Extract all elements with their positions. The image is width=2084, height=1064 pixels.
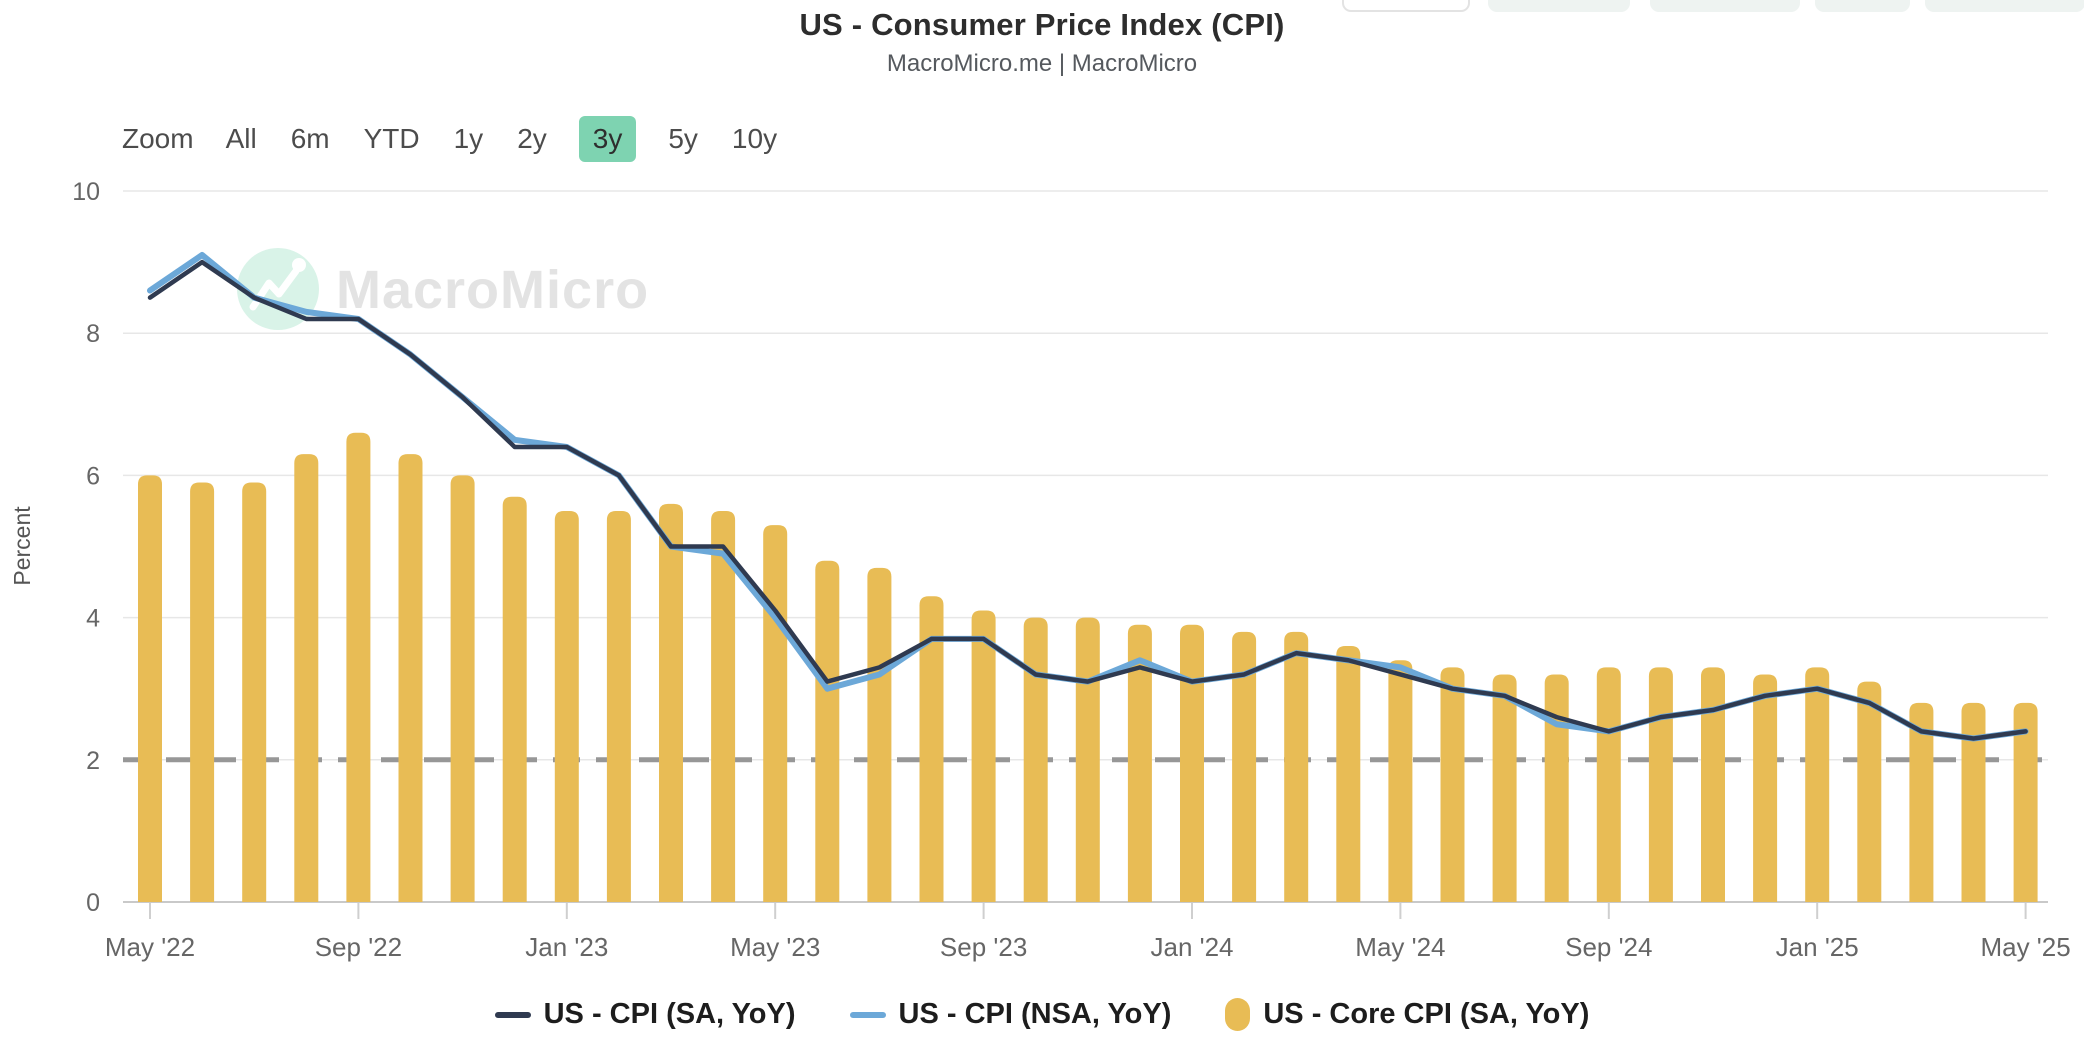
legend-bar-swatch-icon xyxy=(1225,998,1251,1031)
bar-core-cpi[interactable] xyxy=(971,610,996,902)
bar-core-cpi[interactable] xyxy=(1909,702,1934,902)
watermark-text: MacroMicro xyxy=(336,260,649,320)
y-tick-label: 8 xyxy=(86,320,100,348)
x-tick-label: May '22 xyxy=(105,932,195,962)
zoom-range-6m[interactable]: 6m xyxy=(290,123,330,154)
bar-core-cpi[interactable] xyxy=(1440,667,1465,902)
bar-core-cpi[interactable] xyxy=(502,496,527,902)
clipped-button-1[interactable] xyxy=(1342,0,1470,12)
bar-core-cpi[interactable] xyxy=(815,560,840,902)
y-tick-label: 10 xyxy=(72,178,100,206)
x-tick-label: Jan '23 xyxy=(525,932,608,962)
clipped-button-2[interactable] xyxy=(1488,0,1630,12)
bar-core-cpi[interactable] xyxy=(346,432,371,902)
legend-item-cpi-sa[interactable]: US - CPI (SA, YoY) xyxy=(494,998,796,1031)
clipped-button-3[interactable] xyxy=(1650,0,1800,12)
bar-core-cpi[interactable] xyxy=(867,567,892,902)
bar-core-cpi[interactable] xyxy=(1023,617,1048,902)
bar-core-cpi[interactable] xyxy=(398,454,423,902)
legend-item-core-cpi[interactable]: US - Core CPI (SA, YoY) xyxy=(1225,998,1589,1031)
x-tick-label: Sep '24 xyxy=(1565,932,1652,962)
bar-core-cpi[interactable] xyxy=(1961,702,1986,902)
y-tick-label: 6 xyxy=(86,462,100,490)
zoom-range-3y[interactable]: 3y xyxy=(578,116,637,162)
bar-core-cpi[interactable] xyxy=(1857,681,1882,902)
bar-core-cpi[interactable] xyxy=(138,475,162,902)
y-tick-label: 4 xyxy=(86,605,100,633)
bar-core-cpi[interactable] xyxy=(190,482,215,902)
zoom-range-5y[interactable]: 5y xyxy=(668,123,698,154)
line-cpi-sa[interactable] xyxy=(147,259,2028,741)
bar-core-cpi[interactable] xyxy=(1075,617,1100,902)
page-title: US - Consumer Price Index (CPI) xyxy=(799,7,1285,42)
bar-core-cpi[interactable] xyxy=(1805,667,1830,902)
clipped-button-4[interactable] xyxy=(1815,0,1910,12)
zoom-toolbar: Zoom All 6m YTD 1y 2y 3y 5y 10y xyxy=(122,116,779,162)
bar-core-cpi[interactable] xyxy=(294,454,319,902)
bar-core-cpi[interactable] xyxy=(1492,674,1517,902)
bar-core-cpi[interactable] xyxy=(1648,667,1673,902)
bar-core-cpi[interactable] xyxy=(1544,674,1569,902)
bar-core-cpi[interactable] xyxy=(1701,667,1725,902)
x-tick-label: Sep '22 xyxy=(315,932,402,962)
legend-item-label: US - CPI (NSA, YoY) xyxy=(898,998,1172,1030)
zoom-toolbar-ranges: All 6m YTD 1y 2y 3y 5y 10y xyxy=(224,116,780,162)
bar-core-cpi[interactable] xyxy=(711,510,736,902)
bar-core-cpi[interactable] xyxy=(659,503,683,902)
watermark: MacroMicro xyxy=(237,248,649,330)
bar-core-cpi[interactable] xyxy=(1336,646,1361,902)
legend: US - CPI (SA, YoY) US - CPI (NSA, YoY) US … xyxy=(0,998,2084,1031)
x-tick-label: Jan '25 xyxy=(1776,932,1859,962)
page-subtitle: MacroMicro.me | MacroMicro xyxy=(886,50,1198,77)
y-axis-title: Percent xyxy=(9,506,35,586)
zoom-range-all[interactable]: All xyxy=(225,123,257,154)
x-tick-label: Jan '24 xyxy=(1150,932,1233,962)
bar-core-cpi[interactable] xyxy=(1388,660,1413,902)
zoom-range-1y[interactable]: 1y xyxy=(453,123,484,154)
legend-line-swatch-icon xyxy=(849,1011,886,1018)
bar-core-cpi[interactable] xyxy=(1753,674,1778,902)
bar-core-cpi[interactable] xyxy=(2013,702,2038,902)
zoom-range-ytd[interactable]: YTD xyxy=(363,123,420,154)
clipped-button-5[interactable] xyxy=(1925,0,2084,12)
zoom-label: Zoom xyxy=(122,123,194,154)
legend-item-label: US - CPI (SA, YoY) xyxy=(543,998,796,1030)
bar-core-cpi[interactable] xyxy=(763,525,788,902)
watermark-logo-icon xyxy=(249,267,300,311)
bar-core-cpi[interactable] xyxy=(1284,631,1309,902)
legend-line-swatch-icon xyxy=(494,1011,531,1018)
zoom-range-10y[interactable]: 10y xyxy=(731,123,778,154)
bar-core-cpi[interactable] xyxy=(1180,624,1204,902)
bar-core-cpi[interactable] xyxy=(242,482,267,902)
bar-core-cpi[interactable] xyxy=(554,510,579,902)
bar-core-cpi[interactable] xyxy=(450,475,475,902)
bar-core-cpi[interactable] xyxy=(919,596,944,902)
zoom-range-2y[interactable]: 2y xyxy=(517,123,547,154)
legend-item-label: US - Core CPI (SA, YoY) xyxy=(1263,998,1590,1030)
x-tick-label: May '25 xyxy=(1980,932,2070,962)
bar-core-cpi[interactable] xyxy=(1232,631,1257,902)
y-tick-label: 2 xyxy=(86,747,100,775)
x-tick-label: Sep '23 xyxy=(940,932,1027,962)
y-tick-label: 0 xyxy=(86,889,100,917)
bar-core-cpi[interactable] xyxy=(606,510,631,902)
x-tick-label: May '24 xyxy=(1355,932,1445,962)
x-tick-label: May '23 xyxy=(730,932,820,962)
legend-item-cpi-nsa[interactable]: US - CPI (NSA, YoY) xyxy=(849,998,1172,1031)
bar-core-cpi[interactable] xyxy=(1127,624,1152,902)
watermark-logo-dot-icon xyxy=(292,258,306,272)
bar-core-cpi[interactable] xyxy=(1596,667,1621,902)
